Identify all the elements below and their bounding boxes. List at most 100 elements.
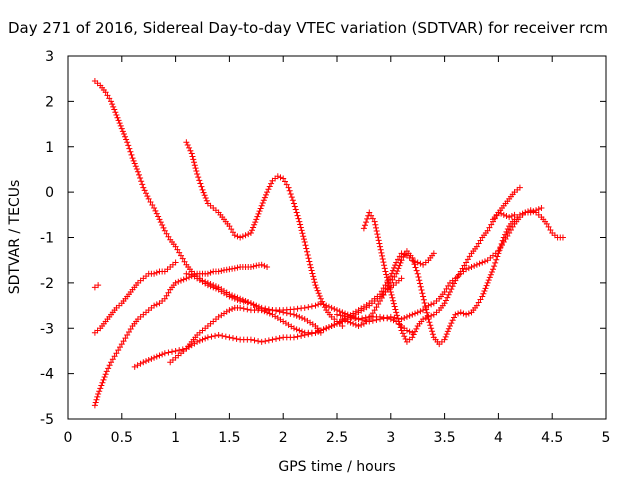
data-point <box>387 279 394 286</box>
data-point <box>261 262 268 269</box>
data-point <box>516 211 523 218</box>
data-point <box>96 388 103 395</box>
y-tick-label: 0 <box>45 185 54 201</box>
data-point <box>304 252 311 259</box>
data-point <box>296 218 303 225</box>
data-point <box>377 246 384 253</box>
data-point <box>231 265 238 272</box>
data-point <box>398 327 405 334</box>
data-point <box>165 289 172 296</box>
data-point <box>403 313 410 320</box>
data-point <box>445 291 452 298</box>
data-point <box>461 262 468 269</box>
data-point <box>424 312 431 319</box>
data-point <box>355 316 362 323</box>
data-point <box>350 320 357 327</box>
data-point <box>477 296 484 303</box>
data-point <box>487 271 494 278</box>
data-point <box>261 194 268 201</box>
data-point <box>342 317 349 324</box>
data-point <box>108 359 115 366</box>
data-point <box>305 304 312 311</box>
data-point <box>265 186 272 193</box>
data-point <box>366 209 373 216</box>
data-point <box>463 259 470 266</box>
data-point <box>226 334 233 341</box>
data-point <box>500 234 507 241</box>
data-point <box>403 327 410 334</box>
data-point <box>377 316 384 323</box>
data-point <box>296 327 303 334</box>
data-point <box>460 310 467 317</box>
data-point <box>100 376 107 383</box>
data-point <box>117 344 124 351</box>
data-point <box>105 365 112 372</box>
data-point <box>251 221 258 228</box>
y-tick-label: -1 <box>40 231 54 247</box>
data-point <box>290 325 297 332</box>
data-point <box>109 101 116 108</box>
data-point <box>257 205 264 212</box>
data-point <box>160 224 167 231</box>
data-point <box>384 314 391 321</box>
y-axis-label: SDTVAR / TECUs <box>7 180 23 295</box>
data-point <box>191 162 198 169</box>
x-tick-label: 5 <box>602 430 611 446</box>
data-point <box>291 203 298 210</box>
data-point <box>503 228 510 235</box>
data-point <box>547 226 554 233</box>
data-point <box>363 219 370 226</box>
data-point <box>323 325 330 332</box>
data-point <box>111 106 118 113</box>
data-point <box>299 328 306 335</box>
data-point <box>133 165 140 172</box>
data-point <box>149 201 156 208</box>
data-point <box>204 282 211 289</box>
data-point <box>255 210 262 217</box>
data-point <box>380 285 387 292</box>
data-point <box>488 221 495 228</box>
data-point <box>509 223 516 230</box>
data-point <box>502 231 509 238</box>
data-point <box>430 250 437 257</box>
data-point <box>411 261 418 268</box>
data-point <box>378 249 385 256</box>
data-point <box>420 293 427 300</box>
data-point <box>188 150 195 157</box>
data-point <box>141 187 148 194</box>
data-point <box>368 313 375 320</box>
data-point <box>113 350 120 357</box>
data-point <box>306 258 313 265</box>
data-point <box>317 327 324 334</box>
data-point <box>269 336 276 343</box>
data-point <box>390 300 397 307</box>
data-point <box>401 333 408 340</box>
data-point <box>380 291 387 298</box>
data-point <box>323 302 330 309</box>
data-point <box>336 308 343 315</box>
data-point <box>348 314 355 321</box>
data-point <box>299 230 306 237</box>
data-point <box>134 168 141 175</box>
data-point <box>103 368 110 375</box>
y-tick-label: -2 <box>40 276 54 292</box>
data-point <box>307 264 314 271</box>
data-point <box>261 308 268 315</box>
data-point <box>383 271 390 278</box>
data-point <box>304 248 311 255</box>
data-point <box>131 363 138 370</box>
data-point <box>229 305 236 312</box>
data-point <box>159 351 166 358</box>
data-point <box>239 233 246 240</box>
data-point <box>442 297 449 304</box>
axis-ticks: 0 0.5 1 1.5 2 2.5 3 3.5 4 4.5 5 -5 -4 -3 -2 -1 0 1 2 3 <box>40 49 610 446</box>
data-point <box>445 325 452 332</box>
data-point <box>412 328 419 335</box>
data-point <box>493 256 500 263</box>
data-point <box>516 184 523 191</box>
data-point <box>498 240 505 247</box>
data-point <box>402 336 409 343</box>
data-point <box>218 267 225 274</box>
chart-title: Day 271 of 2016, Sidereal Day-to-day VTE… <box>8 19 608 37</box>
data-point <box>298 227 305 234</box>
